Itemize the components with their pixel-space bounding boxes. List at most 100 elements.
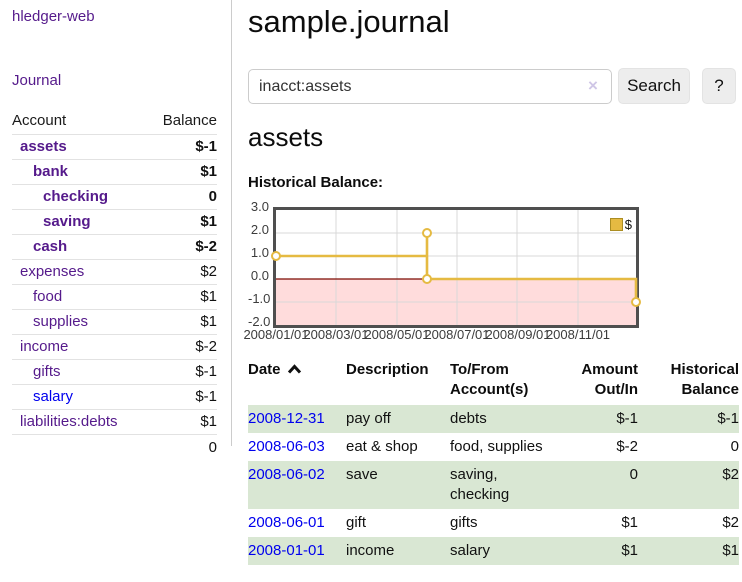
txn-description: save (346, 466, 378, 483)
legend-swatch-icon (609, 218, 623, 231)
account-link-saving[interactable]: saving (43, 213, 91, 230)
txn-amount: $-1 (616, 410, 638, 427)
txn-amount: 0 (629, 466, 638, 483)
sidebar-item-journal[interactable]: Journal (12, 72, 62, 89)
account-link-salary[interactable]: salary (33, 388, 74, 405)
account-row-cash: cash $-2 (12, 234, 217, 260)
legend-label: $ (624, 217, 632, 232)
register-row: 2008-01-01 income salary $1 $1 (248, 537, 739, 565)
register-row: 2008-06-02 save saving, checking 0 $2 (248, 461, 739, 509)
txn-date-link[interactable]: 2008-01-01 (248, 542, 325, 559)
chart-canvas (271, 210, 641, 325)
register-table: Date Description To/From Account(s) Amou… (248, 360, 739, 565)
account-heading: assets (248, 122, 324, 152)
x-tick: 2008/07/01 (424, 327, 490, 342)
txn-balance: $1 (722, 542, 739, 559)
account-link-expenses[interactable]: expenses (20, 263, 85, 280)
register-header-row: Date Description To/From Account(s) Amou… (248, 360, 739, 405)
y-tick: 0.0 (250, 268, 269, 283)
account-link-gifts[interactable]: gifts (33, 363, 61, 380)
balance-line (276, 233, 638, 302)
txn-balance: 0 (730, 438, 739, 455)
account-row-income: income $-2 (12, 334, 217, 360)
account-row-assets: assets $-1 (12, 134, 217, 160)
account-balance: $1 (200, 163, 217, 180)
sort-caret-up-icon (287, 360, 302, 380)
txn-date-link[interactable]: 2008-12-31 (248, 410, 325, 427)
account-row-gifts: gifts $-1 (12, 359, 217, 385)
account-balance: $-2 (195, 338, 217, 355)
account-balance: $1 (200, 213, 217, 230)
col-date-label: Date (248, 361, 281, 378)
txn-balance: $2 (722, 466, 739, 483)
account-link-food[interactable]: food (33, 288, 63, 305)
account-link-checking[interactable]: checking (43, 188, 109, 205)
x-tick: 2008/03/01 (303, 327, 369, 342)
register-row: 2008-06-01 gift gifts $1 $2 (248, 509, 739, 537)
y-tick: 3.0 (250, 199, 269, 214)
grid-lines (276, 210, 636, 325)
historical-balance-chart: 3.0 2.0 1.0 0.0 -1.0 -2.0 (243, 199, 742, 350)
chart-plot-area: $ (271, 207, 641, 328)
account-row-salary: salary $-1 (12, 384, 217, 410)
txn-date-link[interactable]: 2008-06-03 (248, 438, 325, 455)
txn-accounts: salary (450, 542, 491, 559)
account-link-bank[interactable]: bank (33, 163, 69, 180)
account-row-expenses: expenses $2 (12, 259, 217, 285)
account-row-bank: bank $1 (12, 159, 217, 185)
col-date[interactable]: Date (248, 360, 346, 405)
account-row-food: food $1 (12, 284, 217, 310)
account-row-checking: checking 0 (12, 184, 217, 210)
search-button[interactable]: Search (618, 68, 690, 104)
accounts-total-value: 0 (208, 439, 217, 456)
txn-description: gift (346, 514, 367, 531)
chart-heading: Historical Balance: (248, 174, 384, 191)
col-historical: Historical Balance (670, 361, 739, 398)
txn-accounts: debts (450, 410, 487, 427)
account-balance: $1 (200, 413, 217, 430)
account-balance: $-1 (195, 363, 217, 380)
account-balance: $1 (200, 288, 217, 305)
chart-legend: $ (609, 217, 632, 232)
txn-description: income (346, 542, 395, 559)
help-button[interactable]: ? (702, 68, 736, 104)
x-tick: 2008/01/01 (243, 327, 309, 342)
account-row-supplies: supplies $1 (12, 309, 217, 335)
account-balance: $-2 (195, 238, 217, 255)
x-tick: 2008/09/01 (485, 327, 551, 342)
txn-amount: $1 (621, 514, 638, 531)
txn-accounts: saving, checking (450, 466, 510, 503)
register-row: 2008-06-03 eat & shop food, supplies $-2… (248, 433, 739, 461)
account-row-liabilities-debts: liabilities:debts $1 (12, 409, 217, 435)
register-row: 2008-12-31 pay off debts $-1 $-1 (248, 405, 739, 433)
txn-balance: $-1 (717, 410, 739, 427)
txn-date-link[interactable]: 2008-06-01 (248, 514, 325, 531)
txn-accounts: food, supplies (450, 438, 543, 455)
sidebar: hledger-web Journal Account Balance asse… (0, 0, 232, 456)
txn-accounts: gifts (450, 514, 478, 531)
txn-description: pay off (346, 410, 391, 427)
x-tick: 2008/11/01 (545, 327, 611, 342)
account-link-liabilities-debts[interactable]: liabilities:debts (20, 413, 118, 430)
search-bar: × Search ? (248, 68, 742, 104)
x-tick: 2008/05/01 (364, 327, 430, 342)
account-balance: 0 (208, 188, 217, 205)
accounts-col-account: Account (12, 112, 67, 129)
col-description: Description (346, 361, 429, 378)
search-input[interactable] (248, 69, 612, 104)
clear-search-icon[interactable]: × (588, 76, 598, 95)
account-link-assets[interactable]: assets (20, 138, 67, 155)
brand-link[interactable]: hledger-web (12, 8, 95, 25)
account-link-income[interactable]: income (20, 338, 69, 355)
account-link-supplies[interactable]: supplies (33, 313, 89, 330)
account-balance: $1 (200, 313, 217, 330)
accounts-col-balance: Balance (162, 112, 217, 129)
account-balance: $-1 (195, 388, 217, 405)
col-amount: Amount Out/In (581, 361, 638, 398)
account-link-cash[interactable]: cash (33, 238, 68, 255)
y-tick: -2.0 (248, 314, 271, 329)
txn-date-link[interactable]: 2008-06-02 (248, 466, 325, 483)
data-point-markers (271, 228, 641, 307)
col-accounts: To/From Account(s) (450, 361, 529, 398)
account-balance: $2 (200, 263, 217, 280)
